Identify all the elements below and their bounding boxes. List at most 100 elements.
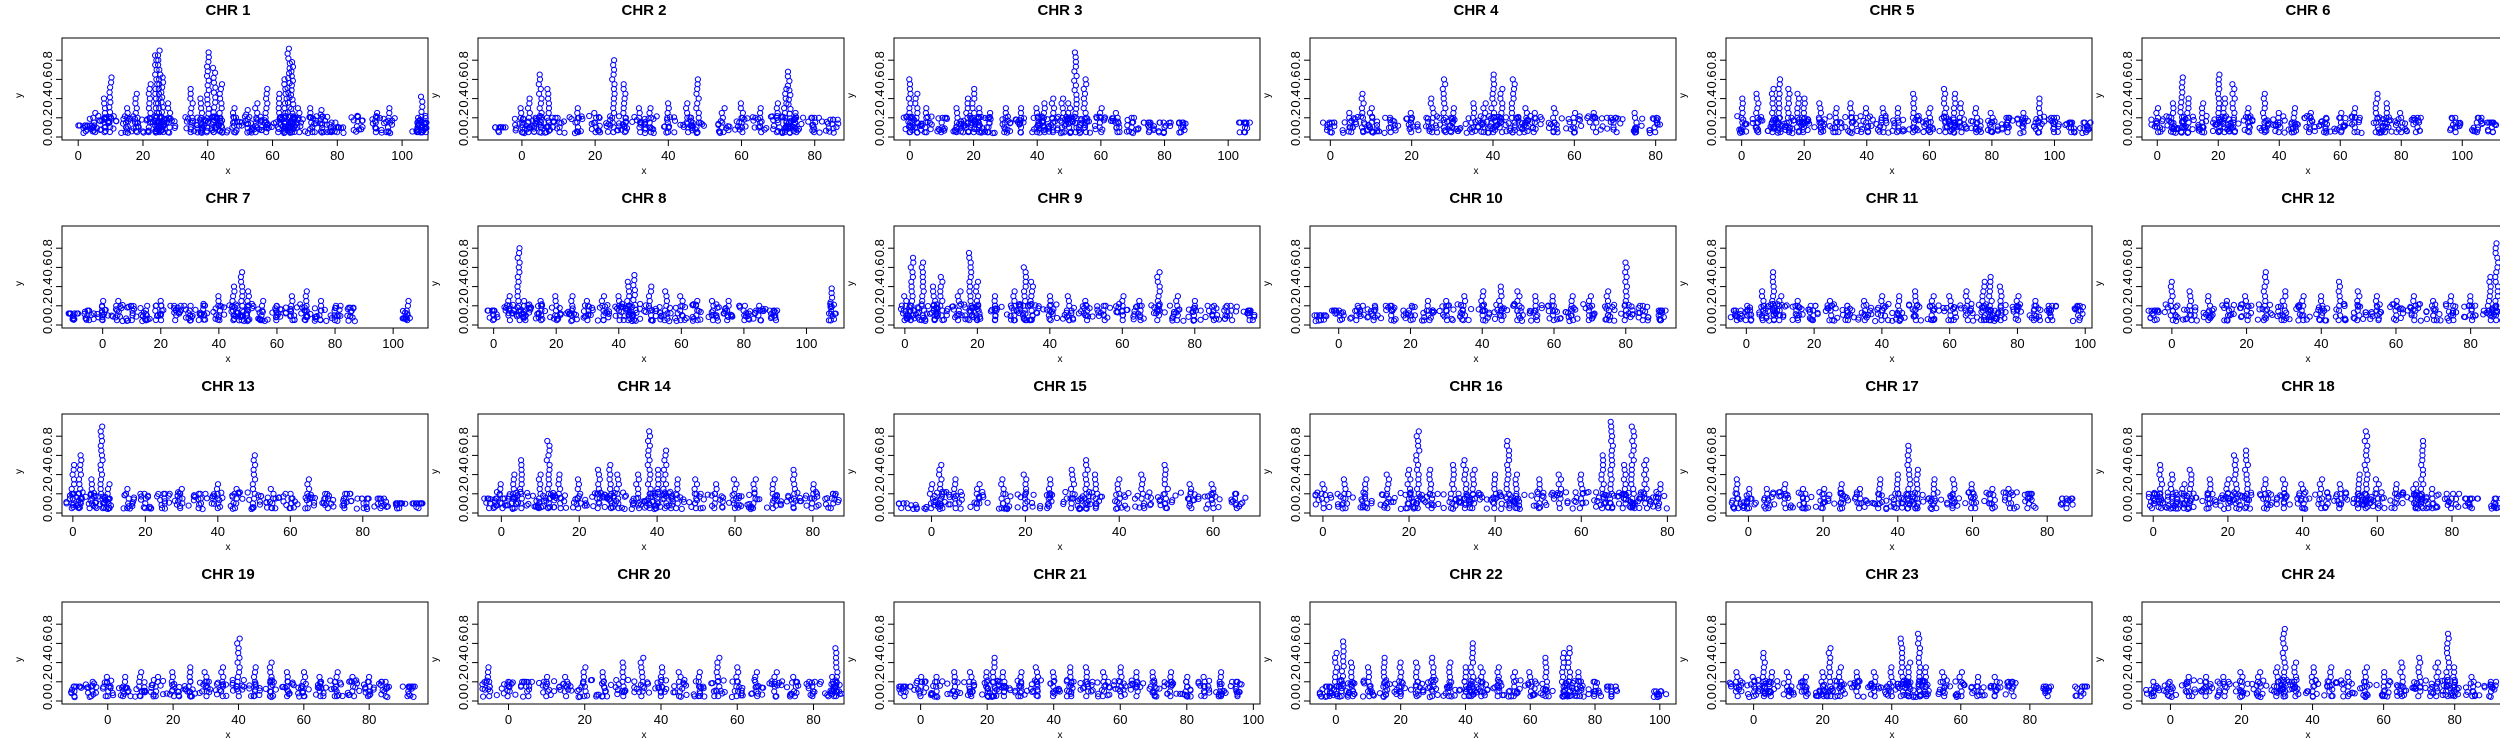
data-point — [545, 86, 550, 91]
data-point — [1777, 318, 1782, 323]
data-point — [532, 129, 537, 134]
data-point — [2179, 95, 2184, 100]
data-point — [286, 46, 291, 51]
y-tick-label: 0.8 — [456, 51, 471, 69]
data-point — [1941, 305, 1946, 310]
y-tick-label: 0.8 — [1288, 239, 1303, 257]
data-point — [107, 110, 112, 115]
data-point — [2236, 121, 2241, 126]
data-point — [1928, 106, 1933, 111]
data-point — [341, 130, 346, 135]
data-point — [1369, 106, 1374, 111]
data-point — [611, 62, 616, 67]
x-tick-label: 80 — [330, 148, 344, 163]
data-point — [2262, 91, 2267, 96]
data-points — [485, 246, 838, 324]
y-tick-label: 0.8 — [1288, 51, 1303, 69]
x-tick-label: 20 — [549, 336, 563, 351]
data-point — [148, 82, 153, 87]
data-point — [1450, 318, 1455, 323]
x-tick-label: 0 — [99, 336, 106, 351]
x-tick-label: 40 — [612, 336, 626, 351]
data-point — [601, 294, 606, 299]
data-point — [1827, 114, 1832, 119]
data-point — [1444, 298, 1449, 303]
data-point — [1181, 318, 1186, 323]
data-point — [1779, 294, 1784, 299]
data-point — [1469, 307, 1474, 312]
data-point — [921, 260, 926, 265]
data-point — [1492, 316, 1497, 321]
y-tick-label: 0.2 — [1704, 109, 1719, 127]
data-point — [631, 297, 636, 302]
x-tick-label: 60 — [265, 148, 279, 163]
data-point — [1051, 96, 1056, 101]
data-point — [1817, 101, 1822, 106]
y-tick-label: 0.6 — [2120, 70, 2135, 88]
data-point — [2180, 75, 2185, 80]
data-point — [2210, 128, 2215, 133]
data-point — [742, 303, 747, 308]
data-point — [2280, 298, 2285, 303]
x-tick-label: 60 — [1115, 336, 1129, 351]
data-point — [2162, 310, 2167, 315]
y-tick-label: 0.6 — [872, 70, 887, 88]
y-tick-label: 0.0 — [872, 128, 887, 146]
data-point — [1937, 129, 1942, 134]
data-point — [831, 317, 836, 322]
data-point — [2339, 110, 2344, 115]
y-tick-label: 0.0 — [456, 316, 471, 334]
y-tick-label: 0.4 — [1288, 90, 1303, 108]
data-point — [2016, 294, 2021, 299]
data-point — [648, 106, 653, 111]
data-point — [1591, 125, 1596, 130]
data-points — [901, 50, 1252, 136]
data-point — [1573, 110, 1578, 115]
data-points — [2146, 241, 2500, 324]
y-tick-label: 0.0 — [40, 128, 55, 146]
data-point — [1911, 91, 1916, 96]
data-point — [1843, 125, 1848, 130]
data-point — [1640, 116, 1645, 121]
data-point — [420, 104, 425, 109]
data-point — [612, 58, 617, 63]
data-point — [2337, 284, 2342, 289]
data-points — [66, 270, 412, 324]
x-tick-label: 40 — [1875, 336, 1889, 351]
x-tick-label: 20 — [154, 336, 168, 351]
data-point — [212, 105, 217, 110]
y-tick-label: 0.2 — [40, 297, 55, 315]
x-tick-label: 100 — [391, 148, 413, 163]
data-point — [2191, 117, 2196, 122]
data-point — [285, 51, 290, 56]
data-point — [955, 294, 960, 299]
data-point — [1121, 294, 1126, 299]
data-point — [2307, 314, 2312, 319]
data-point — [2261, 289, 2266, 294]
y-tick-label: 0.6 — [456, 70, 471, 88]
data-point — [1099, 106, 1104, 111]
data-points — [2149, 72, 2499, 135]
data-point — [2149, 117, 2154, 122]
data-point — [1599, 116, 1604, 121]
data-point — [958, 289, 963, 294]
data-point — [938, 274, 943, 279]
data-point — [1041, 307, 1046, 312]
data-point — [261, 298, 266, 303]
data-point — [1012, 289, 1017, 294]
y-tick-label: 0.0 — [1704, 316, 1719, 334]
data-point — [312, 306, 317, 311]
data-point — [1612, 318, 1617, 323]
data-point — [1997, 284, 2002, 289]
x-tick-label: 80 — [1157, 148, 1171, 163]
x-tick-label: 0 — [1738, 148, 1745, 163]
x-tick-label: 80 — [1188, 336, 1202, 351]
data-point — [1566, 117, 1571, 122]
data-point — [1538, 122, 1543, 127]
data-point — [799, 121, 804, 126]
